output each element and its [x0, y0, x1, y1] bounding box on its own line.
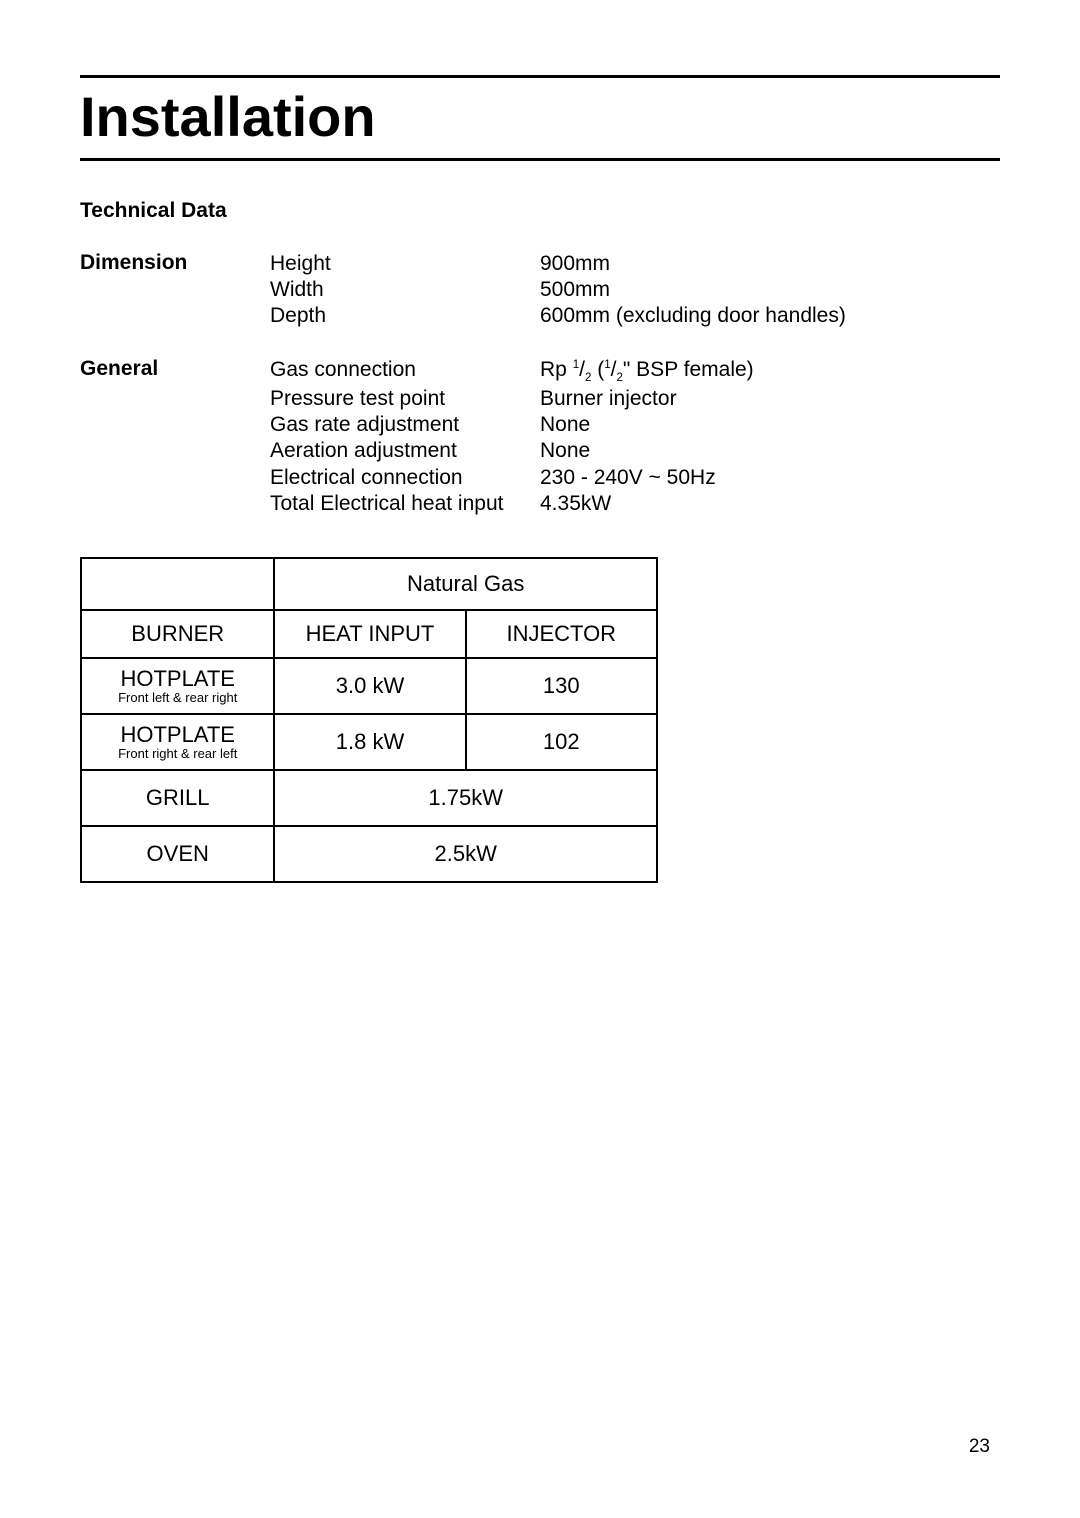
spec-name: Pressure test point	[270, 386, 540, 412]
hotplate-main: HOTPLATE	[120, 666, 235, 691]
col-heat-input: HEAT INPUT	[274, 610, 465, 658]
title-block: Installation	[80, 75, 1000, 161]
col-burner: BURNER	[81, 610, 274, 658]
table-row: GRILL 1.75kW	[81, 770, 657, 826]
general-label: General	[80, 357, 270, 517]
spec-name: Gas rate adjustment	[270, 412, 540, 438]
gas-subheader-row: BURNER HEAT INPUT INJECTOR	[81, 610, 657, 658]
spec-name: Electrical connection	[270, 465, 540, 491]
heat-cell: 3.0 kW	[274, 658, 465, 714]
gas-header-title: Natural Gas	[274, 558, 657, 610]
spec-value: None	[540, 438, 1000, 464]
dimension-block: Dimension Height 900mm Width 500mm Depth…	[80, 251, 1000, 330]
general-rows: Gas connection Rp 1/2 (1/2" BSP female) …	[270, 357, 1000, 517]
general-block: General Gas connection Rp 1/2 (1/2" BSP …	[80, 357, 1000, 517]
burner-cell: OVEN	[81, 826, 274, 882]
merged-value-cell: 1.75kW	[274, 770, 657, 826]
injector-cell: 130	[466, 658, 657, 714]
spec-value: Burner injector	[540, 386, 1000, 412]
general-row: Gas connection Rp 1/2 (1/2" BSP female)	[270, 357, 1000, 386]
general-row: Gas rate adjustment None	[270, 412, 1000, 438]
spec-value: 600mm (excluding door handles)	[540, 303, 1000, 329]
spec-name: Total Electrical heat input	[270, 491, 540, 517]
col-injector: INJECTOR	[466, 610, 657, 658]
burner-cell: HOTPLATE Front right & rear left	[81, 714, 274, 770]
spec-value: None	[540, 412, 1000, 438]
spec-value: 500mm	[540, 277, 1000, 303]
page: Installation Technical Data Dimension He…	[0, 0, 1080, 1518]
general-row: Aeration adjustment None	[270, 438, 1000, 464]
injector-cell: 102	[466, 714, 657, 770]
page-number: 23	[969, 1436, 990, 1458]
section-technical-data: Technical Data	[80, 199, 1000, 223]
general-row: Electrical connection 230 - 240V ~ 50Hz	[270, 465, 1000, 491]
spec-name: Aeration adjustment	[270, 438, 540, 464]
general-row: Pressure test point Burner injector	[270, 386, 1000, 412]
spec-value: 4.35kW	[540, 491, 1000, 517]
table-row: OVEN 2.5kW	[81, 826, 657, 882]
dimension-row: Height 900mm	[270, 251, 1000, 277]
gas-header-blank	[81, 558, 274, 610]
table-row: HOTPLATE Front right & rear left 1.8 kW …	[81, 714, 657, 770]
heat-cell: 1.8 kW	[274, 714, 465, 770]
spec-name: Width	[270, 277, 540, 303]
dimension-rows: Height 900mm Width 500mm Depth 600mm (ex…	[270, 251, 1000, 330]
burner-cell: HOTPLATE Front left & rear right	[81, 658, 274, 714]
spec-name: Depth	[270, 303, 540, 329]
hotplate-sub: Front left & rear right	[82, 691, 273, 704]
natural-gas-table: Natural Gas BURNER HEAT INPUT INJECTOR H…	[80, 557, 658, 883]
spec-value: 230 - 240V ~ 50Hz	[540, 465, 1000, 491]
hotplate-sub: Front right & rear left	[82, 747, 273, 760]
page-title: Installation	[80, 86, 1000, 148]
table-row: HOTPLATE Front left & rear right 3.0 kW …	[81, 658, 657, 714]
spec-name: Gas connection	[270, 357, 540, 386]
spec-value: Rp 1/2 (1/2" BSP female)	[540, 357, 1000, 386]
gas-header-row: Natural Gas	[81, 558, 657, 610]
general-row: Total Electrical heat input 4.35kW	[270, 491, 1000, 517]
hotplate-main: HOTPLATE	[120, 722, 235, 747]
dimension-row: Depth 600mm (excluding door handles)	[270, 303, 1000, 329]
spec-value: 900mm	[540, 251, 1000, 277]
dimension-row: Width 500mm	[270, 277, 1000, 303]
spec-name: Height	[270, 251, 540, 277]
burner-cell: GRILL	[81, 770, 274, 826]
merged-value-cell: 2.5kW	[274, 826, 657, 882]
dimension-label: Dimension	[80, 251, 270, 330]
